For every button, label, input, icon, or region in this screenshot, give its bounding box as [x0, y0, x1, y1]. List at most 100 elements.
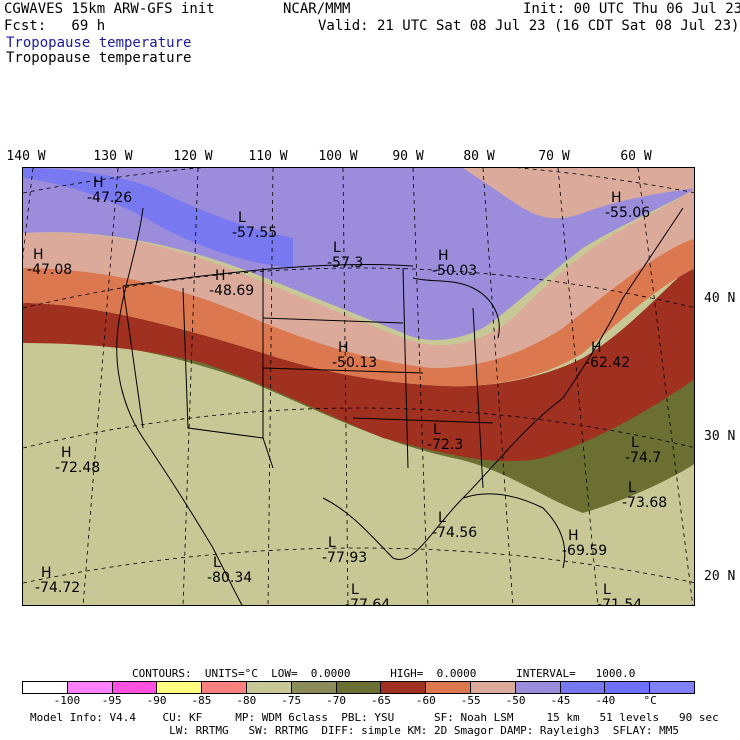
high-marker: H [33, 247, 44, 263]
high-marker: H [215, 268, 226, 284]
map-canvas: H-47.26L-57.55L-57.3 H-50.03H-55.06H-47.0… [23, 168, 694, 606]
legend-swatch [202, 682, 247, 693]
legend-swatch [23, 682, 68, 693]
extremum-value: -72.48 [55, 460, 100, 476]
model-info-line2: LW: RRTMG SW: RRTMG DIFF: simple KM: 2D … [30, 724, 680, 737]
legend-tick: -75 [281, 694, 302, 707]
forecast-hour: Fcst: 69 h [4, 18, 106, 34]
legend-swatch [650, 682, 694, 693]
field-title-blue: Tropopause temperature [6, 35, 192, 51]
legend-swatch [336, 682, 382, 693]
extremum-value: -77.93 [322, 550, 367, 566]
lon-label: 100 W [318, 149, 358, 164]
legend-tick: -80 [236, 694, 257, 707]
political-boundaries [116, 207, 684, 605]
lat-label: 30 N [704, 429, 736, 444]
init-time: Init: 00 UTC Thu 06 Jul 23 [523, 1, 740, 17]
extremum-value: -74.56 [432, 525, 477, 541]
low-marker: L [628, 480, 636, 496]
extremum-value: -55.06 [605, 205, 650, 221]
legend-swatch [291, 682, 337, 693]
low-marker: L [333, 240, 341, 256]
lon-label: 80 W [463, 149, 495, 164]
low-marker: L [603, 582, 611, 598]
legend-tick: -50 [505, 694, 526, 707]
lat-label: 40 N [704, 291, 736, 306]
extremum-value: -50.03 [432, 263, 477, 279]
extremum-value: -50.13 [332, 355, 377, 371]
field-title-black: Tropopause temperature [6, 50, 192, 66]
band-minus55-northeast [463, 168, 694, 219]
legend-swatch [381, 682, 427, 693]
band-minus75-south [23, 342, 694, 605]
lon-label: 60 W [620, 149, 652, 164]
band-minus45 [23, 168, 293, 268]
center-label: NCAR/MMM [283, 1, 351, 17]
high-marker: H [338, 340, 349, 356]
legend-swatch [157, 682, 203, 693]
legend-tick: -90 [146, 694, 167, 707]
legend-tick: -40 [595, 694, 616, 707]
lat-label: 20 N [704, 569, 736, 584]
low-marker: L [631, 435, 639, 451]
legend-tick: -55 [460, 694, 481, 707]
model-title: CGWAVES 15km ARW-GFS init [4, 1, 215, 17]
extremum-value: -80.34 [207, 570, 252, 586]
extremum-value: -57.55 [232, 225, 277, 241]
low-marker: L [438, 510, 446, 526]
extremum-value: -74.7 [625, 450, 661, 466]
extremum-value: -48.69 [209, 283, 254, 299]
legend-swatch [605, 682, 651, 693]
extremum-value: -47.08 [27, 262, 72, 278]
high-marker: H [438, 248, 449, 264]
extremum-value: -74.72 [35, 580, 80, 596]
legend-swatch [560, 682, 606, 693]
legend-tick: -100 [53, 694, 81, 707]
high-marker: H [591, 340, 602, 356]
legend-tick: °C [643, 694, 657, 707]
lon-label: 120 W [173, 149, 213, 164]
valid-time: Valid: 21 UTC Sat 08 Jul 23 (16 CDT Sat … [318, 18, 740, 34]
low-marker: L [213, 555, 221, 571]
extremum-value: -62.42 [585, 355, 630, 371]
band-minus65 [23, 264, 694, 462]
lon-label: 90 W [392, 149, 424, 164]
high-marker: H [41, 565, 52, 581]
legend-tick: -65 [370, 694, 391, 707]
lon-label: 140 W [6, 149, 46, 164]
legend-swatch [246, 682, 292, 693]
low-marker: L [238, 210, 246, 226]
legend-swatch [67, 682, 113, 693]
band-minus60 [23, 238, 694, 387]
extremum-value: -57.3 [327, 255, 363, 271]
extremum-value: -72.3 [427, 437, 463, 453]
extremum-value: -71.54 [597, 597, 642, 606]
color-legend [22, 681, 695, 694]
legend-tick: -85 [191, 694, 212, 707]
low-marker: L [433, 422, 441, 438]
low-marker: L [351, 582, 359, 598]
legend-swatch [470, 682, 516, 693]
legend-swatch [426, 682, 471, 693]
legend-tick: -45 [550, 694, 571, 707]
legend-tick: -95 [101, 694, 122, 707]
tropopause-map: H -47.26 L -57.55 L -57.3 H -50.03 H -55.06 H -47.0… [22, 167, 695, 606]
legend-tick: -70 [326, 694, 346, 707]
extremum-value: -47.26 [87, 190, 132, 206]
lon-label: 130 W [93, 149, 133, 164]
high-marker: H [93, 175, 104, 191]
extremum-value: -69.59 [562, 543, 607, 559]
low-marker: L [328, 535, 336, 551]
extremum-value: -73.68 [622, 495, 667, 511]
contour-info: CONTOURS: UNITS=°C LOW= 0.0000 HIGH= 0.0… [132, 667, 636, 680]
high-marker: H [61, 445, 72, 461]
high-marker: H [611, 190, 622, 206]
legend-swatch [112, 682, 158, 693]
legend-swatch [515, 682, 561, 693]
model-info-line1: Model Info: V4.4 CU: KF MP: WDM 6class P… [30, 711, 719, 724]
extremum-value: -77.64 [345, 597, 390, 606]
legend-tick: -60 [415, 694, 436, 707]
band-minus55 [23, 189, 694, 368]
high-marker: H [568, 528, 579, 544]
lon-label: 70 W [538, 149, 570, 164]
